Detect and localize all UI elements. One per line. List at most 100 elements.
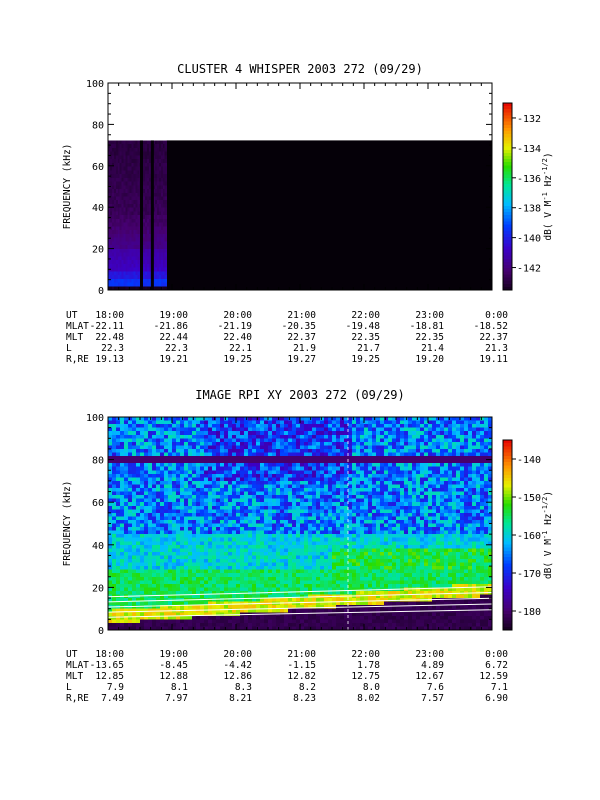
spectrogram-cell bbox=[108, 537, 113, 542]
spectrogram-cell bbox=[196, 590, 201, 595]
spectrogram-cell bbox=[168, 448, 173, 453]
spectrogram-cell bbox=[224, 417, 229, 421]
spectrogram-cell bbox=[264, 569, 269, 574]
spectrogram-cell bbox=[300, 505, 305, 510]
spectrogram-cell bbox=[121, 286, 125, 291]
spectrogram-cell bbox=[180, 480, 185, 485]
spectrogram-cell bbox=[132, 420, 137, 425]
spectrogram-cell bbox=[276, 466, 281, 471]
spectrogram-cell bbox=[121, 226, 125, 231]
spectrogram-cell bbox=[324, 424, 329, 429]
spectrogram-cell bbox=[127, 222, 130, 227]
spectrogram-cell bbox=[244, 470, 249, 475]
spectrogram-cell bbox=[312, 590, 317, 595]
spectrogram-cell bbox=[160, 263, 164, 268]
spectrogram-cell bbox=[272, 619, 277, 624]
spectrogram-cell bbox=[120, 612, 125, 617]
spectrogram-cell bbox=[308, 537, 313, 542]
spectrogram-cell bbox=[264, 488, 269, 492]
spectrogram-cell bbox=[156, 151, 160, 156]
spectrogram-cell bbox=[328, 452, 333, 457]
spectrogram-cell bbox=[196, 559, 201, 563]
spectrogram-cell bbox=[288, 544, 293, 549]
spectrogram-cell bbox=[145, 162, 148, 167]
spectrogram-cell bbox=[208, 559, 213, 563]
spectrogram-cell bbox=[143, 226, 146, 231]
spectrogram-cell bbox=[137, 286, 140, 291]
spectrogram-cell bbox=[136, 480, 141, 485]
spectrogram-cell bbox=[140, 502, 145, 507]
spectrogram-cell bbox=[340, 466, 345, 471]
spectrogram-cell bbox=[127, 275, 130, 280]
spectrogram-cell bbox=[121, 144, 125, 149]
spectrogram-cell bbox=[336, 527, 341, 531]
spectrogram-cell bbox=[320, 424, 325, 429]
spectrogram-cell bbox=[244, 488, 249, 492]
spectrogram-cell bbox=[280, 551, 285, 556]
spectrogram-cell bbox=[108, 248, 111, 253]
spectrogram-cell bbox=[160, 601, 165, 606]
spectrogram-cell bbox=[108, 189, 111, 194]
spectrogram-cell bbox=[109, 286, 113, 291]
colorbar-swatch bbox=[503, 118, 512, 123]
spectrogram-cell bbox=[252, 569, 257, 574]
spectrogram-cell bbox=[120, 615, 125, 620]
spectrogram-cell bbox=[144, 477, 149, 482]
spectrogram-cell bbox=[304, 466, 309, 471]
spectrogram-cell bbox=[111, 230, 115, 235]
spectrogram-cell bbox=[228, 463, 233, 468]
spectrogram-cell bbox=[158, 248, 162, 253]
spectrogram-cell bbox=[288, 459, 293, 464]
spectrogram-cell bbox=[164, 431, 169, 436]
spectrogram-cell bbox=[276, 615, 281, 620]
spectrogram-cell bbox=[200, 519, 205, 524]
spectrogram-cell bbox=[300, 477, 305, 482]
spectrogram-cell bbox=[144, 420, 149, 425]
spectrogram-cell bbox=[111, 181, 115, 186]
spectrogram-cell bbox=[121, 278, 125, 283]
spectrogram-cell bbox=[252, 598, 257, 602]
spectrogram-cell bbox=[196, 438, 201, 443]
colorbar-swatch bbox=[503, 171, 512, 176]
spectrogram-cell bbox=[140, 495, 145, 500]
spectrogram-cell bbox=[120, 466, 125, 471]
spectrogram-cell bbox=[240, 495, 245, 500]
spectrogram-cell bbox=[119, 218, 123, 224]
spectrogram-cell bbox=[133, 260, 136, 265]
spectrogram-cell bbox=[123, 278, 126, 283]
spectrogram-cell bbox=[248, 505, 253, 510]
spectrogram-cell bbox=[320, 551, 325, 556]
spectrogram-cell bbox=[108, 192, 111, 197]
spectrogram-cell bbox=[108, 509, 113, 514]
spectrogram-cell bbox=[131, 174, 134, 179]
spectrogram-cell bbox=[256, 495, 261, 500]
spectrogram-cell bbox=[112, 551, 117, 556]
spectrogram-cell bbox=[316, 580, 321, 585]
spectrogram-cell bbox=[120, 544, 125, 549]
spectrogram-cell bbox=[172, 473, 177, 478]
spectrogram-cell bbox=[145, 222, 148, 227]
spectrogram-cell bbox=[133, 200, 136, 205]
spectrogram-cell bbox=[176, 456, 181, 460]
spectrogram-cell bbox=[137, 275, 140, 280]
spectrogram-cell bbox=[137, 159, 140, 164]
spectrogram-cell bbox=[320, 441, 325, 446]
spectrogram-cell bbox=[248, 456, 253, 460]
spectrogram-cell bbox=[109, 200, 113, 205]
spectrogram-cell bbox=[137, 166, 140, 171]
spectrogram-cell bbox=[156, 438, 161, 443]
spectrogram-cell bbox=[248, 534, 253, 539]
spectrogram-cell bbox=[158, 185, 162, 190]
spectrogram-cell bbox=[300, 605, 305, 610]
colorbar-swatch bbox=[503, 205, 512, 210]
spectrogram-cell bbox=[145, 203, 148, 209]
spectrogram-cell bbox=[108, 159, 111, 164]
spectrogram-cell bbox=[121, 140, 125, 145]
spectrogram-cell bbox=[132, 480, 137, 485]
spectrogram-cell bbox=[188, 502, 193, 507]
spectrogram-cell bbox=[180, 484, 185, 489]
spectrogram-cell bbox=[158, 271, 162, 276]
spectrogram-cell bbox=[248, 559, 253, 563]
spectrogram-cell bbox=[147, 248, 150, 253]
spectrogram-cell bbox=[196, 569, 201, 574]
